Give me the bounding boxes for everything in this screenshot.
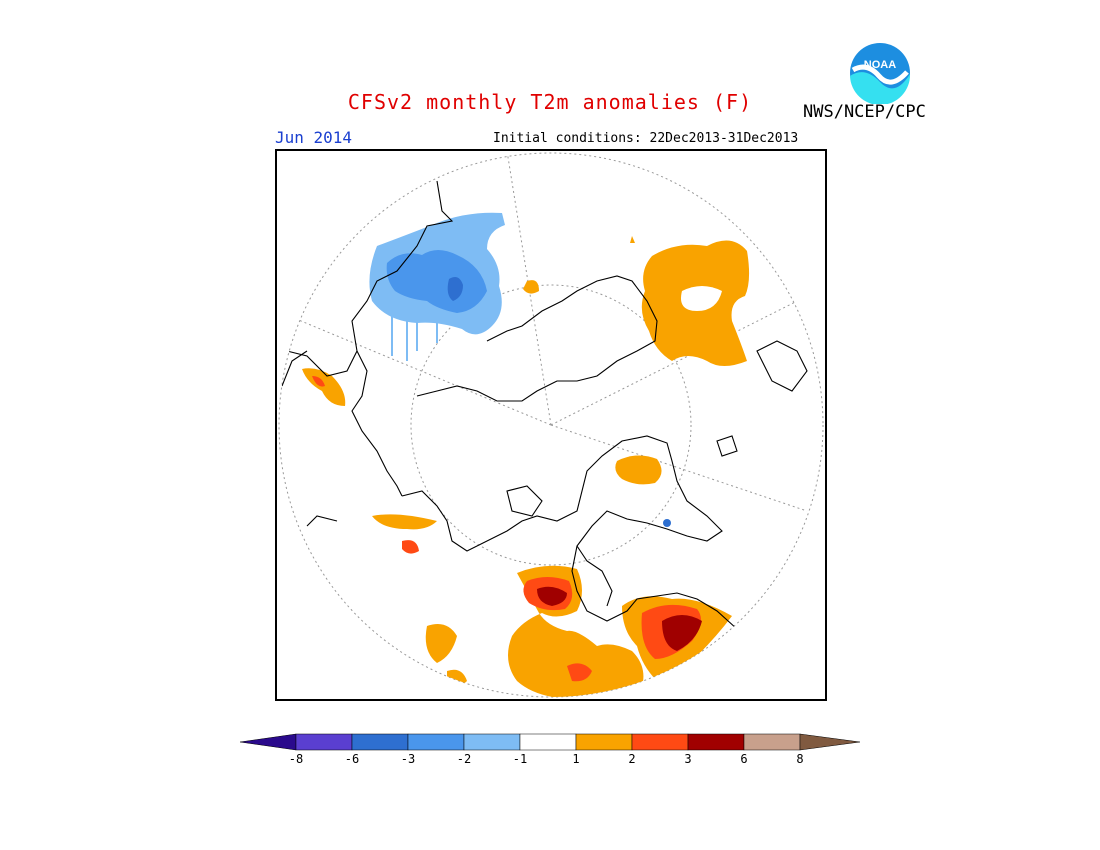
colorbar-tick-labels: -8 -6 -3 -2 -1 1 2 3 6 8 bbox=[240, 752, 860, 768]
noaa-logo: NOAA bbox=[849, 42, 911, 106]
colorbar-max-triangle bbox=[799, 733, 861, 751]
colorbar-tick: -8 bbox=[288, 752, 304, 766]
initial-conditions-label: Initial conditions: 22Dec2013-31Dec2013 bbox=[493, 131, 799, 146]
colorbar-bin-7 bbox=[631, 733, 689, 751]
polar-map bbox=[275, 149, 827, 701]
valid-month-label: Jun 2014 bbox=[275, 128, 353, 147]
colorbar-bin-8 bbox=[687, 733, 745, 751]
coastlines bbox=[281, 180, 808, 630]
colorbar-bin-2 bbox=[351, 733, 409, 751]
colorbar-tick: -2 bbox=[456, 752, 472, 766]
colorbar-tick: 2 bbox=[628, 752, 636, 766]
colorbar-tick: -3 bbox=[400, 752, 416, 766]
map-title: CFSv2 monthly T2m anomalies (F) bbox=[347, 90, 753, 114]
warm-anomaly-bering bbox=[302, 368, 346, 406]
colorbar-tick: 3 bbox=[684, 752, 692, 766]
colorbar-tick: -6 bbox=[344, 752, 360, 766]
colorbar-bin-6 bbox=[575, 733, 633, 751]
colorbar-tick: 1 bbox=[572, 752, 580, 766]
cold-anomaly-siberia bbox=[369, 212, 505, 361]
colorbar-bin-5 bbox=[519, 733, 577, 751]
organization-label: NWS/NCEP/CPC bbox=[803, 102, 926, 122]
colorbar-min-triangle bbox=[239, 733, 297, 751]
colorbar-tick: -1 bbox=[512, 752, 528, 766]
colorbar-bin-9 bbox=[743, 733, 801, 751]
colorbar-bin-4 bbox=[463, 733, 521, 751]
colorbar-tick: 8 bbox=[796, 752, 804, 766]
colorbar-tick: 6 bbox=[740, 752, 748, 766]
colorbar-bin-3 bbox=[407, 733, 465, 751]
warm-anomaly-greenland bbox=[615, 455, 671, 527]
noaa-logo-text: NOAA bbox=[864, 59, 896, 71]
color-scale-bar bbox=[239, 733, 861, 755]
warm-anomaly-europe bbox=[523, 236, 750, 366]
colorbar-bin-1 bbox=[295, 733, 353, 751]
